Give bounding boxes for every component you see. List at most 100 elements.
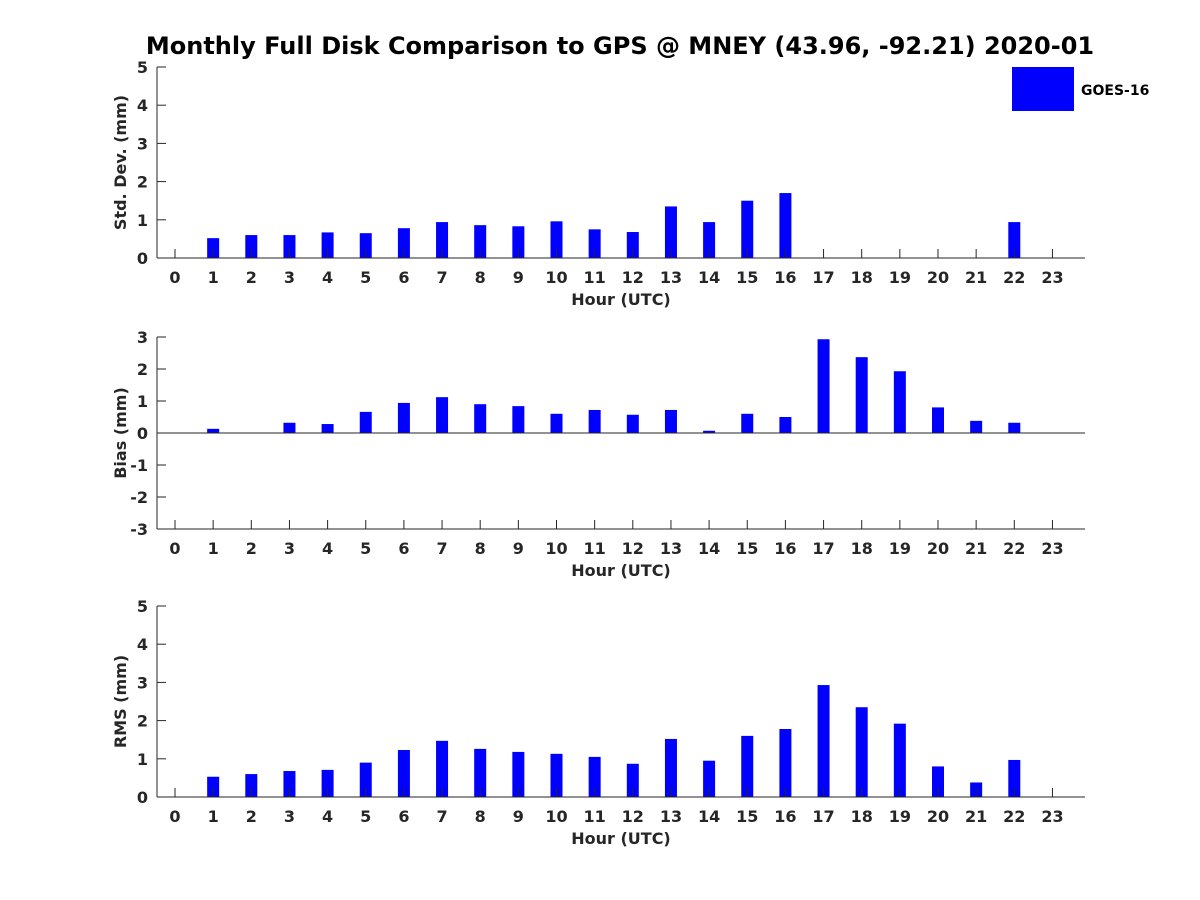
std-dev-x-tick-label: 7 bbox=[436, 268, 447, 287]
rms-bar-hour-7 bbox=[436, 740, 449, 797]
std-dev-y-tick-label: 5 bbox=[137, 58, 148, 77]
bias-x-tick-label: 16 bbox=[774, 539, 796, 558]
rms-y-tick-label: 5 bbox=[137, 597, 148, 616]
rms-y-tick-label: 2 bbox=[137, 712, 148, 731]
rms-bar-hour-1 bbox=[207, 776, 220, 797]
bias-x-tick-label: 8 bbox=[475, 539, 486, 558]
rms-x-tick-label: 5 bbox=[360, 807, 371, 826]
rms-y-tick-label: 1 bbox=[137, 750, 148, 769]
rms-x-tick-label: 22 bbox=[1003, 807, 1025, 826]
bias-x-tick-label: 9 bbox=[513, 539, 524, 558]
bias-bar-hour-5 bbox=[359, 411, 372, 433]
std-dev-y-axis-label: Std. Dev. (mm) bbox=[111, 95, 130, 230]
bias-x-tick-label: 13 bbox=[660, 539, 682, 558]
rms-y-axis-label: RMS (mm) bbox=[111, 655, 130, 748]
std-dev-bar-hour-2 bbox=[245, 235, 258, 258]
bias-bar-hour-12 bbox=[626, 414, 639, 433]
bias-y-tick-label: 2 bbox=[137, 360, 148, 379]
std-dev-x-tick-label: 1 bbox=[208, 268, 219, 287]
std-dev-x-tick-label: 17 bbox=[812, 268, 834, 287]
rms-x-tick-label: 21 bbox=[965, 807, 987, 826]
bias-bar-hour-4 bbox=[321, 424, 334, 433]
bias-x-tick-label: 22 bbox=[1003, 539, 1025, 558]
rms-bar-hour-8 bbox=[474, 748, 487, 797]
rms-x-tick-label: 1 bbox=[208, 807, 219, 826]
bias-y-tick-label: 0 bbox=[137, 424, 148, 443]
rms-bar-hour-17 bbox=[817, 685, 830, 797]
legend-label-goes-16: GOES-16 bbox=[1081, 83, 1149, 99]
rms-bar-hour-11 bbox=[588, 756, 601, 797]
rms-bar-hour-14 bbox=[703, 760, 716, 797]
bias-bar-hour-7 bbox=[436, 397, 449, 433]
bias-bar-hour-16 bbox=[779, 417, 792, 433]
rms-y-tick-label: 3 bbox=[137, 673, 148, 692]
std-dev-x-tick-label: 14 bbox=[698, 268, 720, 287]
std-dev-x-tick-label: 19 bbox=[889, 268, 911, 287]
chart-legend: GOES-16 bbox=[1012, 67, 1149, 111]
rms-bar-hour-15 bbox=[741, 735, 754, 797]
std-dev-x-tick-label: 4 bbox=[322, 268, 333, 287]
legend-swatch-goes-16 bbox=[1012, 67, 1074, 111]
rms-bar-hour-3 bbox=[283, 771, 296, 797]
std-dev-bar-hour-4 bbox=[321, 232, 334, 258]
std-dev-bar-hour-9 bbox=[512, 226, 525, 258]
rms-bar-hour-16 bbox=[779, 729, 792, 797]
rms-bar-hour-20 bbox=[932, 766, 944, 797]
rms-bar-hour-2 bbox=[245, 774, 258, 797]
std-dev-y-tick-label: 4 bbox=[137, 96, 148, 115]
bias-bar-hour-19 bbox=[893, 371, 906, 433]
std-dev-x-axis-label: Hour (UTC) bbox=[571, 290, 671, 309]
bias-x-tick-label: 14 bbox=[698, 539, 720, 558]
bias-bar-hour-18 bbox=[855, 357, 868, 433]
std-dev-bar-hour-6 bbox=[397, 228, 410, 258]
rms-y-tick-label: 4 bbox=[137, 635, 148, 654]
rms-x-axis-label: Hour (UTC) bbox=[571, 829, 671, 848]
bias-x-tick-label: 11 bbox=[584, 539, 606, 558]
std-dev-x-tick-label: 20 bbox=[927, 268, 949, 287]
bias-x-tick-label: 2 bbox=[246, 539, 257, 558]
bias-x-tick-label: 20 bbox=[927, 539, 949, 558]
bias-bar-hour-20 bbox=[932, 407, 944, 433]
bias-bar-hour-9 bbox=[512, 406, 525, 433]
std-dev-bar-hour-15 bbox=[741, 200, 754, 258]
bias-x-tick-label: 10 bbox=[545, 539, 567, 558]
rms-x-tick-label: 23 bbox=[1041, 807, 1063, 826]
std-dev-bar-hour-5 bbox=[359, 233, 372, 258]
bias-x-tick-label: 7 bbox=[436, 539, 447, 558]
rms-x-tick-label: 10 bbox=[545, 807, 567, 826]
std-dev-bar-hour-11 bbox=[588, 229, 601, 258]
rms-bar-hour-18 bbox=[855, 707, 868, 797]
std-dev-bar-hour-14 bbox=[703, 222, 716, 258]
std-dev-y-tick-label: 2 bbox=[137, 173, 148, 192]
rms-x-tick-label: 4 bbox=[322, 807, 333, 826]
bias-bar-hour-14 bbox=[703, 430, 716, 433]
rms-bar-hour-9 bbox=[512, 751, 525, 797]
std-dev-y-tick-label: 1 bbox=[137, 211, 148, 230]
std-dev-x-tick-label: 8 bbox=[475, 268, 486, 287]
bias-x-tick-label: 23 bbox=[1041, 539, 1063, 558]
std-dev-y-tick-label: 3 bbox=[137, 134, 148, 153]
std-dev-x-tick-label: 11 bbox=[584, 268, 606, 287]
std-dev-bar-hour-7 bbox=[436, 222, 449, 258]
rms-x-tick-label: 8 bbox=[475, 807, 486, 826]
std-dev-bar-hour-8 bbox=[474, 225, 487, 258]
std-dev-x-tick-label: 5 bbox=[360, 268, 371, 287]
std-dev-bar-hour-10 bbox=[550, 221, 563, 258]
bias-bar-hour-6 bbox=[397, 402, 410, 433]
std-dev-bar-hour-16 bbox=[779, 193, 792, 258]
bias-x-axis-label: Hour (UTC) bbox=[571, 561, 671, 580]
rms-bar-hour-22 bbox=[1008, 759, 1021, 797]
rms-x-tick-label: 14 bbox=[698, 807, 720, 826]
rms-x-tick-label: 19 bbox=[889, 807, 911, 826]
rms-x-tick-label: 9 bbox=[513, 807, 524, 826]
rms-bar-hour-10 bbox=[550, 753, 563, 797]
std-dev-x-tick-label: 22 bbox=[1003, 268, 1025, 287]
rms-x-tick-label: 18 bbox=[851, 807, 873, 826]
std-dev-x-tick-label: 23 bbox=[1041, 268, 1063, 287]
std-dev-bar-hour-12 bbox=[626, 232, 639, 258]
rms-x-tick-label: 11 bbox=[584, 807, 606, 826]
